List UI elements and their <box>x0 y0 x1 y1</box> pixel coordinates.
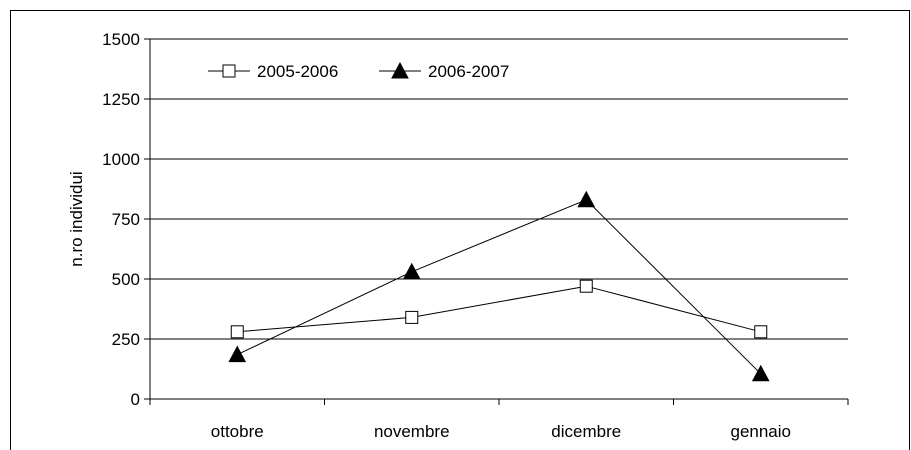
y-tick-label: 500 <box>112 270 140 289</box>
y-tick-label: 250 <box>112 330 140 349</box>
series-1 <box>230 279 768 339</box>
y-tick-labels: 0 250 500 750 1000 1250 1500 <box>102 30 140 409</box>
series-2 <box>228 190 770 382</box>
legend-marker <box>391 61 409 79</box>
axes <box>149 39 849 405</box>
y-tick-label: 1500 <box>102 30 140 49</box>
data-point <box>230 325 244 339</box>
data-point <box>405 310 419 324</box>
x-tick-labels: ottobre novembre dicembre gennaio <box>211 422 791 441</box>
legend-item: 2006-2007 <box>379 61 509 81</box>
series-line <box>237 199 762 375</box>
legend-label: 2005-2006 <box>257 62 338 81</box>
data-point <box>577 190 596 208</box>
y-axis-title: n.ro individui <box>67 171 86 266</box>
x-tick-label: gennaio <box>730 422 791 441</box>
y-tick-label: 1000 <box>102 150 140 169</box>
legend-item: 2005-2006 <box>208 62 338 81</box>
data-point <box>751 364 770 382</box>
series-group <box>228 190 770 382</box>
legend-marker <box>222 64 236 78</box>
x-tick-label: novembre <box>374 422 450 441</box>
data-point <box>579 279 593 293</box>
x-tick-label: dicembre <box>551 422 621 441</box>
data-point <box>228 345 247 363</box>
data-point <box>754 325 768 339</box>
y-tick-label: 0 <box>131 390 140 409</box>
x-tick-label: ottobre <box>211 422 264 441</box>
grid-lines <box>144 38 848 400</box>
legend-label: 2006-2007 <box>428 62 509 81</box>
legend: 2005-2006 2006-2007 <box>208 61 509 81</box>
data-point <box>402 262 421 280</box>
y-tick-label: 750 <box>112 210 140 229</box>
y-tick-label: 1250 <box>102 90 140 109</box>
series-line <box>237 285 761 333</box>
